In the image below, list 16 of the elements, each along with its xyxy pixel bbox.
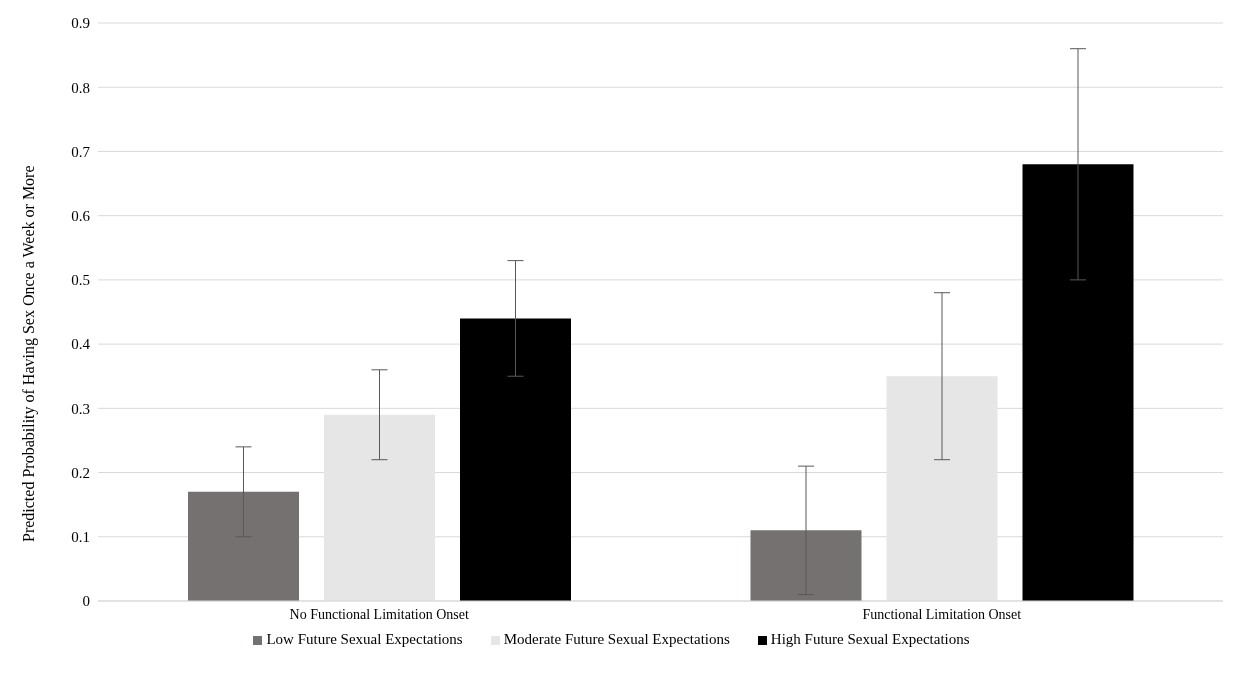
legend-label: High Future Sexual Expectations	[770, 631, 970, 647]
x-tick-label: Functional Limitation Onset	[862, 606, 1022, 622]
legend-label: Moderate Future Sexual Expectations	[503, 631, 730, 647]
y-tick-label: 0.9	[71, 15, 90, 32]
y-tick-label: 0.5	[71, 272, 90, 289]
x-tick-label: No Functional Limitation Onset	[289, 606, 469, 622]
legend-label: Low Future Sexual Expectations	[266, 631, 463, 647]
y-tick-label: 0.3	[71, 400, 90, 417]
y-axis-title: Predicted Probability of Having Sex Once a Week or More	[19, 165, 38, 542]
y-tick-label: 0.6	[71, 207, 91, 224]
y-tick-label: 0.4	[71, 336, 91, 353]
y-tick-label: 0.8	[71, 79, 90, 96]
y-tick-label: 0.7	[71, 143, 91, 160]
y-tick-label: 0.1	[71, 529, 90, 546]
y-tick-label: 0	[82, 593, 90, 610]
y-tick-label: 0.2	[71, 464, 90, 481]
